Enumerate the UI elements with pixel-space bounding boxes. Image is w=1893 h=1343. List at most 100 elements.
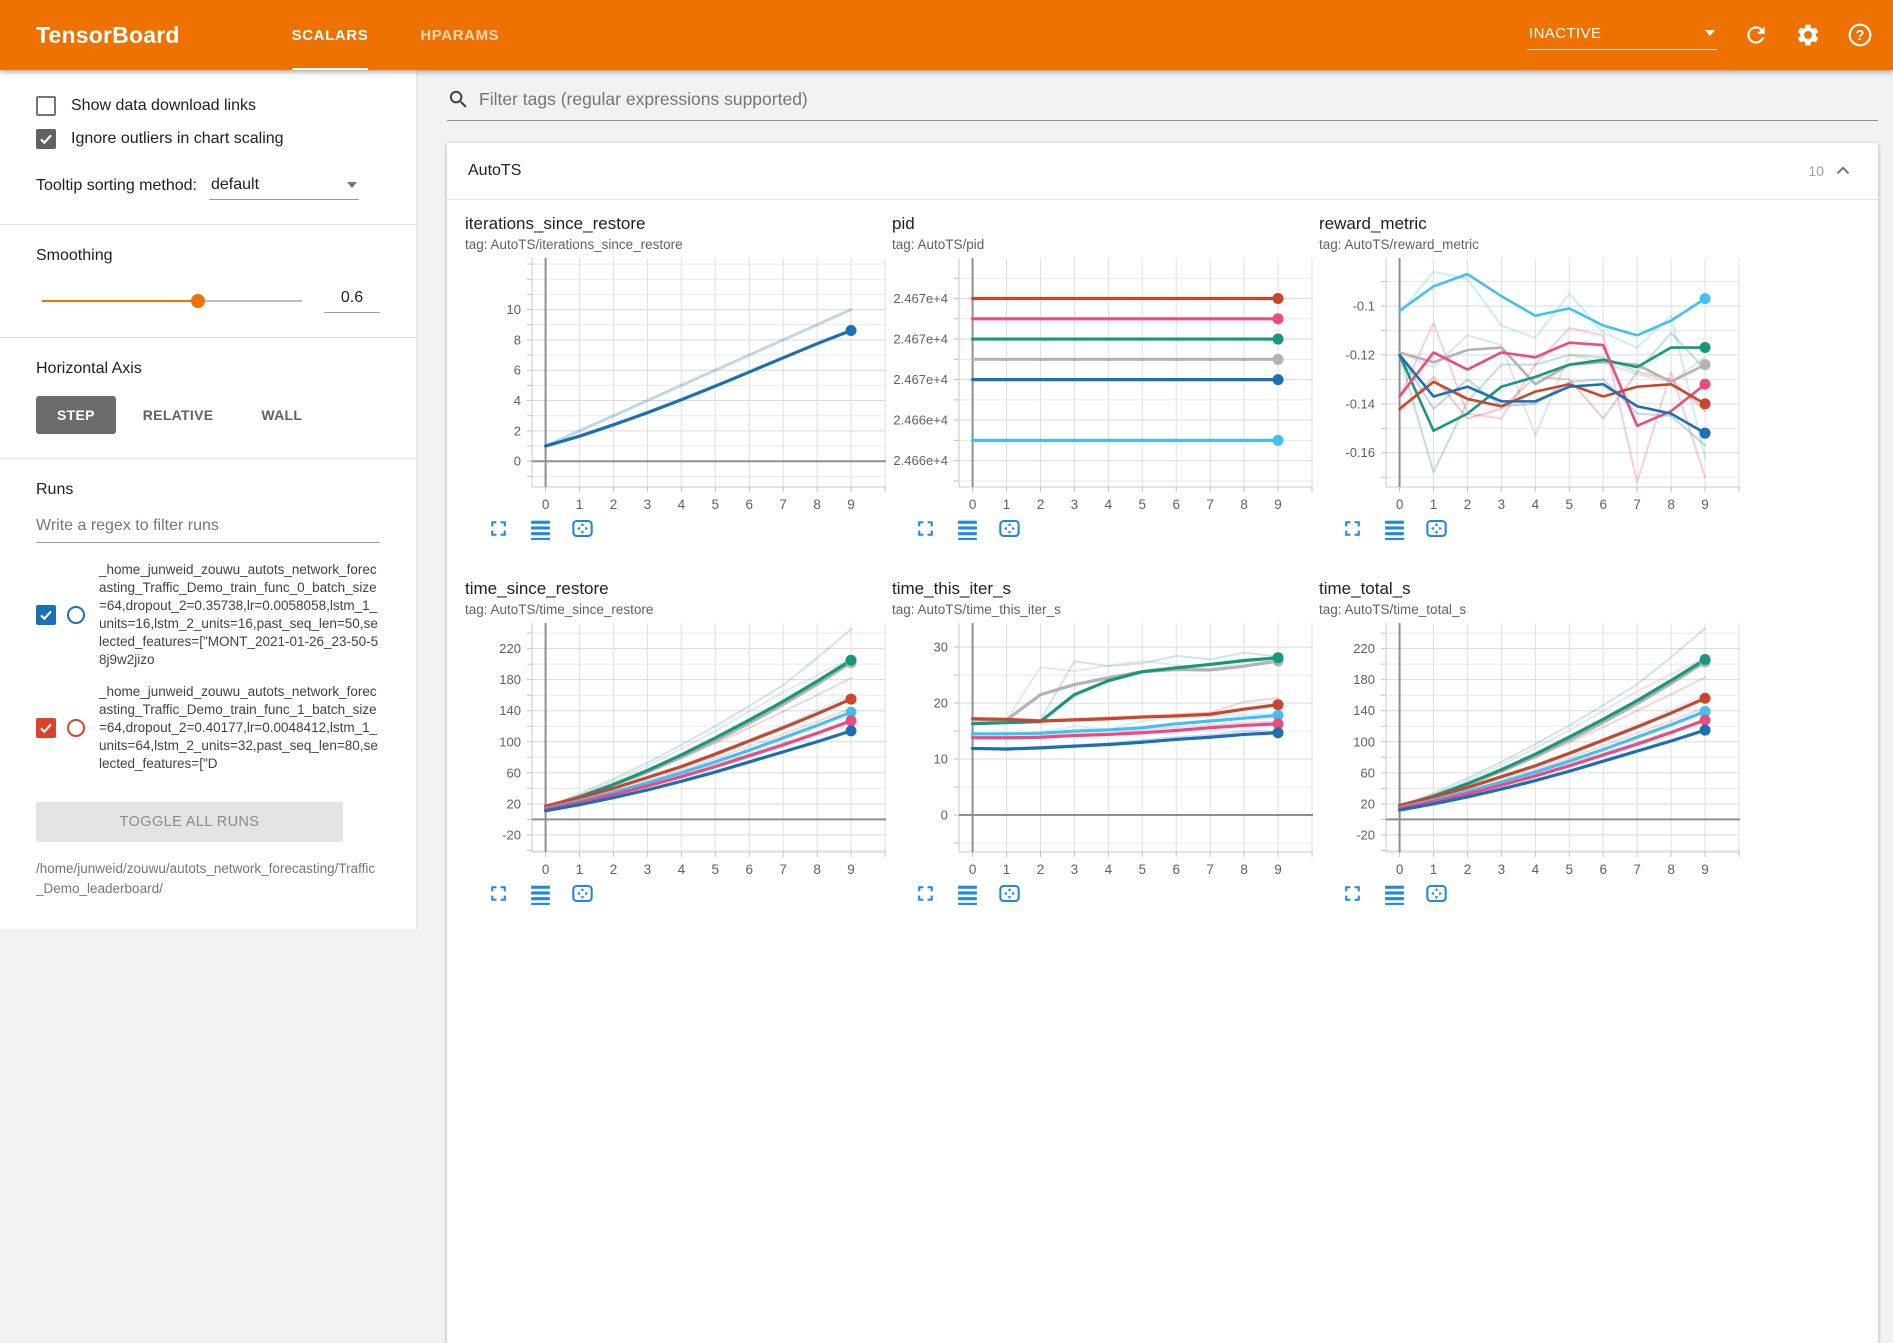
svg-text:2: 2 (1464, 862, 1472, 877)
svg-text:2.466e+4: 2.466e+4 (893, 413, 948, 428)
svg-text:2.466e+4: 2.466e+4 (893, 453, 948, 468)
tooltip-sorting-row: Tooltip sorting method: default (36, 176, 380, 200)
chevron-up-icon[interactable] (1832, 160, 1854, 182)
tag-filter-input[interactable] (479, 89, 1878, 110)
horizontal-bars-icon[interactable] (528, 881, 553, 906)
axis-step-button[interactable]: STEP (36, 396, 116, 434)
chart-actions (1319, 516, 1741, 541)
main-tabs: SCALARS HPARAMS (266, 0, 526, 70)
svg-text:0: 0 (941, 808, 948, 823)
run-controls (36, 718, 85, 738)
svg-text:-20: -20 (1356, 827, 1375, 842)
autots-card-header[interactable]: AutoTS 10 (447, 143, 1878, 200)
fullscreen-icon[interactable] (1340, 881, 1365, 906)
runs-filter-input[interactable] (36, 513, 380, 543)
svg-text:5: 5 (1566, 497, 1574, 512)
fit-to-data-icon[interactable] (997, 881, 1022, 906)
fullscreen-icon[interactable] (486, 516, 511, 541)
tooltip-sorting-value: default (211, 176, 259, 194)
show-download-links-checkbox[interactable] (36, 96, 56, 116)
slider-thumb[interactable] (191, 294, 205, 308)
tab-scalars[interactable]: SCALARS (292, 0, 369, 70)
svg-text:20: 20 (934, 696, 948, 711)
fit-to-data-icon[interactable] (1424, 881, 1449, 906)
svg-text:0: 0 (1396, 862, 1404, 877)
tooltip-sorting-dropdown[interactable]: default (209, 176, 359, 200)
svg-text:0: 0 (514, 454, 521, 469)
smoothing-value[interactable]: 0.6 (324, 289, 380, 313)
runs-section: Runs _home_junweid_zouwu_autots_network_… (0, 481, 416, 899)
run-checkbox[interactable] (36, 718, 56, 738)
fit-to-data-icon[interactable] (570, 881, 595, 906)
svg-text:220: 220 (499, 641, 521, 656)
chart-title: time_this_iter_s (892, 579, 1314, 599)
horizontal-bars-icon[interactable] (1382, 516, 1407, 541)
divider (0, 337, 416, 338)
svg-text:6: 6 (745, 862, 753, 877)
refresh-icon[interactable] (1743, 22, 1769, 48)
svg-text:8: 8 (514, 332, 521, 347)
smoothing-label: Smoothing (36, 247, 380, 265)
show-download-links-row[interactable]: Show data download links (36, 96, 380, 116)
run-checkbox[interactable] (36, 605, 56, 625)
svg-text:-0.1: -0.1 (1353, 298, 1375, 313)
chart-tag: tag: AutoTS/time_since_restore (465, 602, 887, 617)
status-dropdown[interactable]: INACTIVE (1527, 21, 1717, 50)
svg-text:2: 2 (514, 423, 521, 438)
help-icon[interactable]: ? (1847, 22, 1873, 48)
svg-text:4: 4 (1532, 862, 1540, 877)
run-name[interactable]: _home_junweid_zouwu_autots_network_forec… (99, 561, 380, 669)
horizontal-bars-icon[interactable] (955, 516, 980, 541)
svg-text:2: 2 (610, 497, 618, 512)
line-chart[interactable]: 2.467e+42.467e+42.467e+42.466e+42.466e+4… (892, 256, 1314, 514)
fit-to-data-icon[interactable] (570, 516, 595, 541)
chevron-down-icon (1705, 30, 1715, 36)
fullscreen-icon[interactable] (913, 881, 938, 906)
gear-icon[interactable] (1795, 22, 1821, 48)
card-header-right: 10 (1808, 160, 1854, 182)
ignore-outliers-row[interactable]: Ignore outliers in chart scaling (36, 129, 380, 149)
axis-relative-button[interactable]: RELATIVE (122, 396, 235, 434)
ignore-outliers-checkbox[interactable] (36, 129, 56, 149)
card-title: AutoTS (468, 162, 521, 180)
chart-tile: reward_metric tag: AutoTS/reward_metric … (1319, 202, 1741, 541)
svg-text:9: 9 (1274, 497, 1282, 512)
svg-text:-20: -20 (502, 827, 521, 842)
chart-tile: time_since_restore tag: AutoTS/time_sinc… (465, 567, 887, 906)
svg-text:2.467e+4: 2.467e+4 (893, 332, 948, 347)
show-download-links-label: Show data download links (71, 97, 256, 115)
toggle-all-runs-button[interactable]: TOGGLE ALL RUNS (36, 802, 343, 842)
svg-text:10: 10 (507, 302, 521, 317)
fit-to-data-icon[interactable] (997, 516, 1022, 541)
run-radio[interactable] (67, 719, 85, 737)
fit-to-data-icon[interactable] (1424, 516, 1449, 541)
axis-wall-button[interactable]: WALL (240, 396, 323, 434)
run-name[interactable]: _home_junweid_zouwu_autots_network_forec… (99, 683, 380, 773)
horizontal-bars-icon[interactable] (1382, 881, 1407, 906)
chart-tile: iterations_since_restore tag: AutoTS/ite… (465, 202, 887, 541)
fullscreen-icon[interactable] (486, 881, 511, 906)
search-icon (447, 88, 470, 111)
divider (0, 458, 416, 459)
chart-actions (892, 516, 1314, 541)
svg-text:8: 8 (1240, 497, 1248, 512)
svg-text:3: 3 (1071, 497, 1079, 512)
svg-text:3: 3 (1498, 497, 1506, 512)
smoothing-slider[interactable] (42, 294, 302, 308)
ignore-outliers-label: Ignore outliers in chart scaling (71, 130, 284, 148)
chart-title: iterations_since_restore (465, 214, 887, 234)
svg-text:3: 3 (644, 497, 652, 512)
svg-text:0: 0 (542, 862, 550, 877)
tab-hparams[interactable]: HPARAMS (420, 0, 499, 70)
fullscreen-icon[interactable] (913, 516, 938, 541)
fullscreen-icon[interactable] (1340, 516, 1365, 541)
smoothing-section: Smoothing 0.6 (0, 247, 416, 313)
horizontal-bars-icon[interactable] (528, 516, 553, 541)
horizontal-bars-icon[interactable] (955, 881, 980, 906)
run-radio[interactable] (67, 606, 85, 624)
